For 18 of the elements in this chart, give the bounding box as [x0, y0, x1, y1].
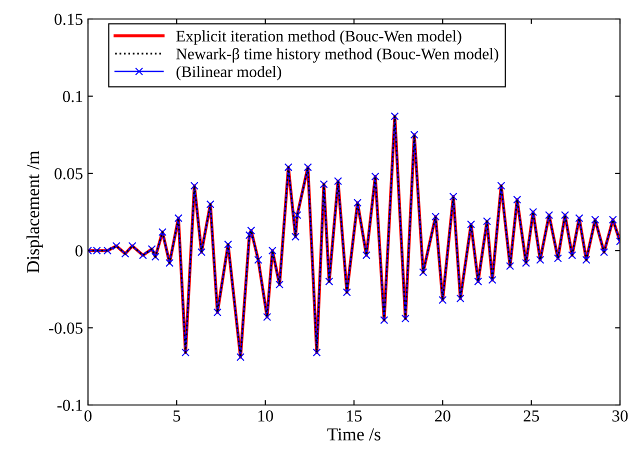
y-tick-label: 0 — [75, 245, 83, 257]
x-tick-label: 30 — [612, 410, 628, 422]
x-tick-label: 0 — [84, 410, 92, 422]
x-tick-label: 15 — [347, 410, 362, 422]
x-tick-label: 10 — [258, 410, 274, 422]
x-tick-label: 5 — [173, 410, 180, 422]
legend-label: (Bilinear model) — [176, 66, 282, 80]
y-tick-label: 0.15 — [54, 14, 82, 26]
y-tick-label: -0.1 — [57, 400, 82, 412]
y-tick-label: 0.1 — [62, 90, 82, 102]
x-axis-title: Time /s — [327, 428, 380, 440]
y-axis-title: Displacement /m — [26, 150, 43, 273]
y-tick-label: 0.05 — [54, 168, 82, 180]
x-tick-label: 25 — [524, 410, 540, 422]
y-tick-label: -0.05 — [49, 322, 82, 334]
legend-label: Newark-β time history method (Bouc-Wen model) — [176, 48, 498, 63]
legend-label: Explicit iteration method (Bouc-Wen model) — [176, 30, 462, 45]
x-tick-label: 20 — [435, 410, 450, 422]
